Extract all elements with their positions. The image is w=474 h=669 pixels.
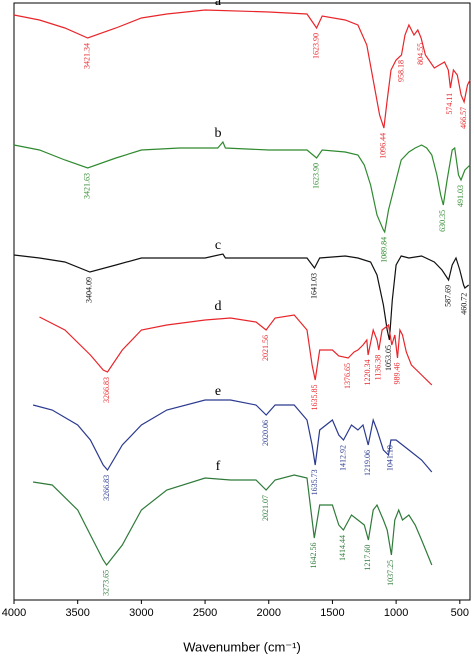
x-tick-label: 2000 xyxy=(257,607,281,619)
peak-label: 1414.44 xyxy=(338,535,347,561)
peak-label: 958.18 xyxy=(396,60,405,82)
peak-label: 3421.63 xyxy=(82,173,91,199)
peak-label: 989.46 xyxy=(392,362,401,384)
peak-label: 630.35 xyxy=(438,210,447,232)
peak-label: 1635.73 xyxy=(310,469,319,495)
peak-label: 466.57 xyxy=(459,107,468,129)
peak-label: 2020.06 xyxy=(261,420,270,446)
peak-label: 1412.92 xyxy=(338,445,347,471)
x-tick-label: 3500 xyxy=(65,607,89,619)
peak-label: 1642.56 xyxy=(309,542,318,568)
peak-label: 1635.85 xyxy=(310,384,319,410)
spectrum-line xyxy=(39,314,433,386)
peak-label: 3421.34 xyxy=(83,43,92,69)
peak-label: 460.72 xyxy=(460,293,469,315)
spectrum-line xyxy=(13,9,471,129)
series-label: c xyxy=(215,238,221,253)
x-tick-label: 1000 xyxy=(384,607,408,619)
peak-label: 491.03 xyxy=(456,185,465,207)
peak-label: 1089.84 xyxy=(380,237,389,263)
spectrum-line xyxy=(33,474,433,567)
peak-label: 1041.10 xyxy=(386,445,395,471)
peak-label: 3266.83 xyxy=(102,475,111,501)
peak-label: 3404.09 xyxy=(85,277,94,303)
x-tick-label: 3000 xyxy=(129,607,153,619)
x-tick-label: 2500 xyxy=(193,607,217,619)
series-label: e xyxy=(215,384,221,399)
x-tick-label: 1500 xyxy=(320,607,344,619)
peak-label: 1219.06 xyxy=(363,450,372,476)
peak-label: 804.55 xyxy=(416,43,425,65)
spectrum-line xyxy=(32,399,433,473)
plot-frame xyxy=(13,2,471,601)
peak-label: 1136.38 xyxy=(374,355,383,381)
peak-label: 3273.65 xyxy=(101,570,110,596)
x-axis-title: Wavenumber (cm⁻¹) xyxy=(183,639,301,654)
peak-label: 1623.90 xyxy=(311,33,320,59)
series-label: a xyxy=(215,0,222,9)
x-tick-label: 500 xyxy=(451,607,469,619)
peak-label: 3266.83 xyxy=(102,377,111,403)
peak-label: 1641.03 xyxy=(309,273,318,299)
peak-label: 1220.34 xyxy=(363,359,372,385)
spectrum-line xyxy=(13,253,470,341)
x-tick-label: 4000 xyxy=(2,607,26,619)
peak-label: 1096.44 xyxy=(379,133,388,159)
series-label: f xyxy=(216,459,221,474)
peak-label: 574.11 xyxy=(445,93,454,115)
series-label: d xyxy=(215,299,222,314)
spectrum-line xyxy=(13,140,471,234)
peak-label: 1623.90 xyxy=(311,163,320,189)
peak-label: 1376.65 xyxy=(343,363,352,389)
series-label: b xyxy=(215,126,222,141)
peak-label: 1037.25 xyxy=(386,560,395,586)
peak-label: 1053.05 xyxy=(384,345,393,371)
peak-label: 2021.07 xyxy=(261,495,270,521)
peak-label: 587.69 xyxy=(443,285,452,307)
peak-label: 1217.60 xyxy=(363,545,372,571)
peak-label: 2021.56 xyxy=(261,335,270,361)
